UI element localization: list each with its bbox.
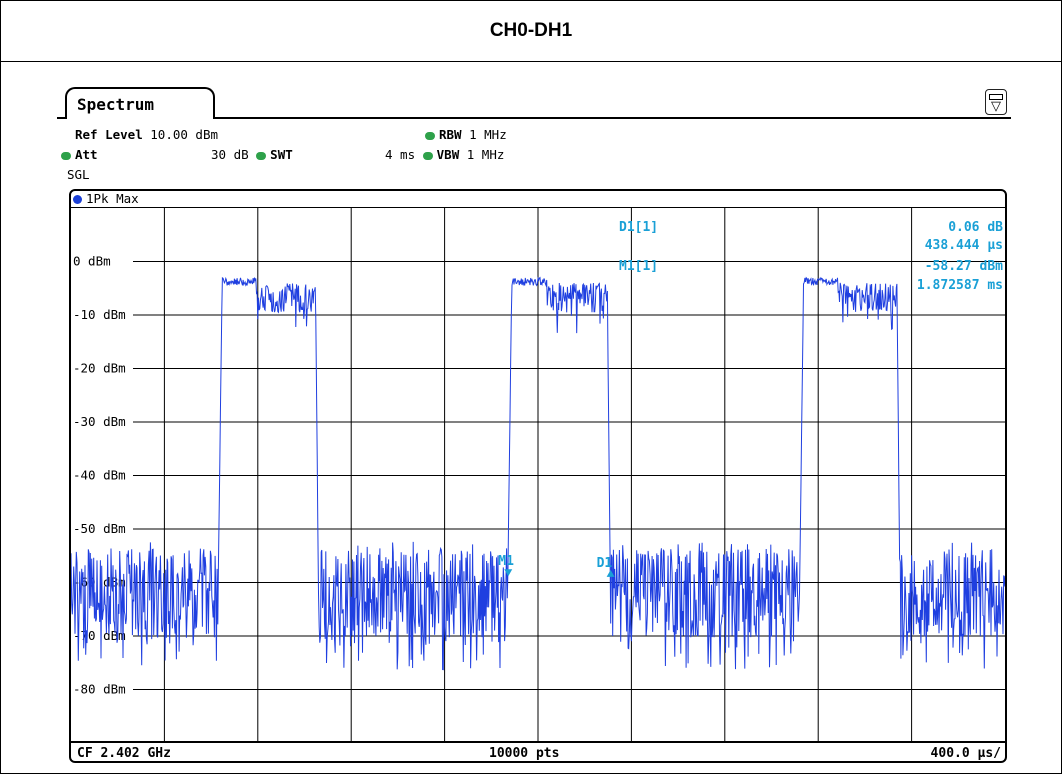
marker-d1-label: D1: [597, 556, 613, 571]
analyzer-screen: Spectrum ▽ Ref Level 10.00 dBm RBW 1 MHz…: [57, 85, 1011, 769]
trace-line: [71, 276, 1005, 671]
tab-underline: [57, 117, 1011, 119]
readout-m1-label: M1[1]: [619, 259, 658, 274]
trace-label-row: 1Pk Max: [71, 191, 139, 207]
sweep-points: 10000 pts: [489, 746, 560, 761]
y-tick-label: -10 dBm: [73, 307, 126, 322]
marker-d1-icon: [606, 569, 615, 577]
rbw-label: RBW: [439, 127, 462, 142]
vbw-led-icon: [422, 151, 433, 160]
readout-m1-level: -58.27 dBm: [925, 259, 1003, 274]
menu-toggle-icon[interactable]: ▽: [985, 89, 1007, 115]
vbw-label: VBW: [436, 147, 460, 162]
tab-spectrum-label: Spectrum: [77, 95, 155, 114]
vbw-row: 4 ms VBW 1 MHz: [385, 147, 504, 162]
trace-label: 1Pk Max: [86, 191, 139, 206]
y-tick-label: -20 dBm: [73, 361, 126, 376]
time-per-division: 400.0 µs/: [930, 746, 1001, 761]
y-tick-label: 0 dBm: [73, 254, 111, 269]
center-frequency: CF 2.402 GHz: [77, 746, 171, 761]
rbw-led-icon: [425, 131, 435, 140]
vbw-value: 1 MHz: [466, 147, 505, 162]
swt-value: 4 ms: [385, 147, 416, 162]
ref-level-row: Ref Level 10.00 dBm: [75, 127, 218, 142]
att-value: 30 dB: [211, 147, 249, 162]
y-tick-label: -50 dBm: [73, 521, 126, 536]
rbw-row: RBW 1 MHz: [425, 127, 507, 142]
att-row: Att: [61, 147, 98, 162]
marker-m1-icon: [504, 569, 513, 577]
y-tick-label: -80 dBm: [73, 682, 126, 697]
att-label: Att: [75, 147, 98, 162]
tab-spectrum[interactable]: Spectrum: [65, 87, 215, 119]
readout-d1-time: 438.444 µs: [925, 238, 1003, 253]
marker-m1-label: M1: [498, 554, 514, 569]
swt-label: SWT: [270, 147, 293, 162]
sweep-mode: SGL: [67, 167, 90, 182]
status-footer: CF 2.402 GHz 10000 pts 400.0 µs/: [69, 741, 1007, 763]
readout-m1-time: 1.872587 ms: [917, 278, 1003, 293]
ref-level-label: Ref Level: [75, 127, 143, 142]
att-value-row: 30 dB SWT: [211, 147, 293, 162]
rbw-value: 1 MHz: [469, 127, 507, 142]
ref-level-value: 10.00 dBm: [150, 127, 218, 142]
spectrum-plot[interactable]: 1Pk Max 0 dBm -10 dBm -20 dBm -30 dBm -40 dB…: [69, 189, 1007, 763]
spectrum-chart: 0 dBm -10 dBm -20 dBm -30 dBm -40 dBm -50 dBm…: [71, 208, 1005, 743]
title-bar: CH0-DH1: [1, 1, 1061, 62]
y-tick-label: -30 dBm: [73, 414, 126, 429]
readout-d1-label: D1[1]: [619, 220, 658, 235]
y-tick-label: -40 dBm: [73, 468, 126, 483]
trace-indicator-icon: [73, 195, 82, 204]
att-led-icon: [61, 151, 71, 160]
page-title: CH0-DH1: [489, 20, 573, 41]
readout-d1-level: 0.06 dB: [948, 220, 1003, 235]
trace-label-divider: [71, 207, 1005, 208]
swt-led-icon: [256, 151, 267, 160]
